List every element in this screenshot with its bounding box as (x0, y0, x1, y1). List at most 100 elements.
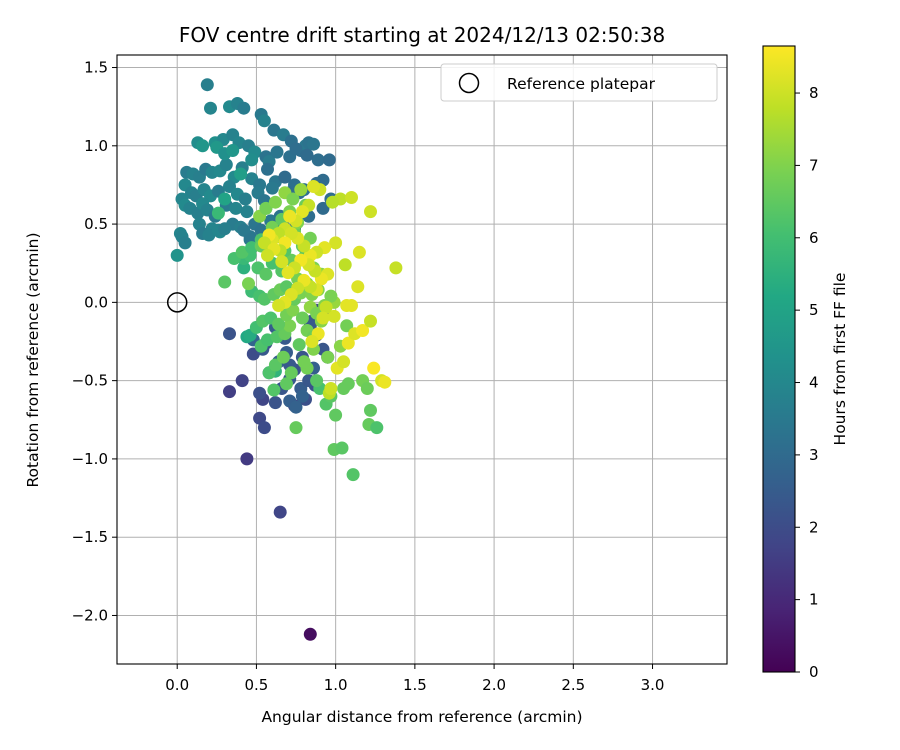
grid-lines (117, 55, 727, 664)
scatter-point (370, 421, 384, 435)
scatter-point (346, 468, 360, 482)
colorbar-tick-label: 6 (809, 229, 819, 247)
scatter-point (238, 192, 252, 206)
scatter-point (337, 355, 351, 369)
colorbar-ticks: 0 1 2 3 4 5 6 7 8 (795, 84, 819, 681)
scatter-point (218, 275, 232, 289)
colorbar-tick-label: 3 (809, 446, 819, 464)
scatter-point (242, 277, 255, 291)
x-tick-label: 1.5 (403, 676, 427, 694)
colorbar (762, 45, 796, 673)
scatter-point (335, 441, 349, 455)
scatter-point (219, 158, 233, 172)
scatter-point (364, 205, 377, 219)
scatter-point (351, 280, 365, 294)
scatter-point (261, 162, 274, 176)
scatter-point (259, 267, 273, 281)
scatter-point (218, 222, 232, 236)
x-tick-label: 1.0 (324, 676, 348, 694)
y-tick-label: −1.0 (72, 450, 108, 468)
y-tick-label: −0.5 (72, 372, 108, 390)
scatter-point (259, 201, 273, 215)
scatter-point (289, 142, 303, 156)
scatter-point (276, 350, 290, 364)
scatter-point (226, 144, 240, 157)
colorbar-label: Hours from first FF file (831, 273, 849, 446)
x-axis-label: Angular distance from reference (arcmin) (261, 708, 582, 726)
scatter-point (322, 153, 336, 167)
scatter-point (329, 408, 343, 422)
plot-frame (116, 54, 728, 665)
y-tick-label: −2.0 (72, 606, 108, 624)
colorbar-tick-label: 2 (809, 518, 819, 536)
scatter-point (284, 227, 298, 240)
scatter-point (338, 258, 352, 272)
scatter-point (204, 101, 217, 115)
y-tick-label: 1.0 (84, 137, 108, 155)
scatter-point (329, 236, 343, 250)
y-tick-label: 0.0 (84, 293, 108, 311)
scatter-point (305, 335, 319, 348)
scatter-point (286, 192, 300, 206)
legend-label: Reference platepar (507, 75, 656, 93)
x-axis-ticks: 0.0 0.5 1.0 1.5 2.0 2.5 3.0 (165, 664, 664, 694)
scatter-point (292, 338, 306, 352)
scatter-point (234, 167, 248, 181)
x-tick-label: 3.0 (641, 676, 665, 694)
x-tick-label: 0.5 (244, 676, 268, 694)
scatter-point (316, 311, 330, 325)
scatter-point (272, 299, 286, 312)
y-tick-label: −1.5 (72, 528, 108, 546)
scatter-point (267, 383, 281, 397)
scatter-point (223, 180, 236, 193)
scatter-point (270, 145, 284, 159)
legend-box (440, 63, 718, 102)
scatter-point (360, 382, 374, 395)
y-tick-label: 1.5 (84, 59, 108, 77)
scatter-point (245, 153, 259, 167)
scatter-point (295, 389, 309, 403)
scatter-point (196, 139, 210, 153)
scatter-point (295, 311, 309, 325)
scatter-point (341, 377, 355, 391)
chart-title: FOV centre drift starting at 2024/12/13 … (179, 23, 665, 47)
scatter-point (253, 386, 267, 400)
colorbar-tick-label: 1 (809, 591, 819, 609)
scatter-point (345, 191, 358, 204)
scatter-point (341, 336, 355, 350)
scatter-point (237, 101, 251, 115)
scatter-point (268, 396, 282, 410)
scatter-point (327, 309, 341, 323)
scatter-point (283, 319, 297, 333)
scatter-point (286, 303, 300, 317)
scatter-point (321, 350, 335, 364)
scatter-point (268, 358, 282, 372)
reference-platepar-marker (166, 292, 188, 313)
colorbar-tick-label: 4 (809, 374, 819, 392)
y-axis-label: Rotation from reference (arcmin) (24, 232, 42, 487)
scatter-point (367, 361, 381, 375)
plot-area-background (117, 55, 727, 664)
scatter-point (364, 314, 377, 328)
scatter-point (237, 223, 251, 237)
scatter-point (261, 248, 274, 262)
scatter-point (300, 148, 314, 162)
scatter-point (389, 261, 403, 275)
scatter-point (178, 236, 192, 250)
scatter-point (352, 245, 366, 259)
scatter-point (211, 206, 225, 220)
scatter-point (283, 209, 297, 223)
scatter-point (378, 375, 392, 389)
scatter-point (272, 317, 286, 331)
colorbar-tick-label: 5 (809, 301, 819, 319)
y-axis-ticks: −2.0 −1.5 −1.0 −0.5 0.0 0.5 1.0 1.5 (72, 59, 117, 624)
colorbar-tick-label: 8 (809, 84, 819, 102)
scatter-point (275, 255, 289, 269)
colorbar-tick-label: 7 (809, 156, 819, 174)
scatter-point (240, 452, 254, 466)
colorbar-tick-label: 0 (809, 663, 819, 681)
scatter-point (273, 505, 287, 519)
scatter-point (311, 153, 325, 167)
scatter-point (319, 300, 333, 314)
